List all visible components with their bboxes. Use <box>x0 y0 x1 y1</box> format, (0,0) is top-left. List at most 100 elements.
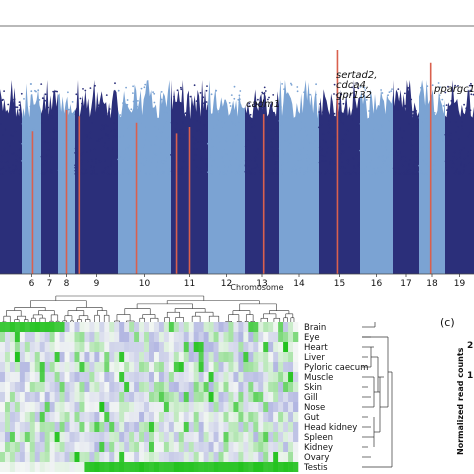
snp-point <box>377 167 380 170</box>
snp-point <box>172 161 175 164</box>
heatmap-cell <box>248 372 254 382</box>
snp-point <box>79 172 82 175</box>
heatmap-cell <box>9 442 16 452</box>
heatmap-cell <box>283 462 289 472</box>
snp-point <box>412 114 415 116</box>
heatmap-cell <box>79 462 85 472</box>
heatmap-cell <box>44 452 50 462</box>
snp-point <box>383 134 386 137</box>
heatmap-cell <box>24 322 31 332</box>
heatmap-cell <box>258 462 264 472</box>
snp-point <box>263 107 265 109</box>
heatmap-cell <box>19 322 26 332</box>
snp-point <box>359 149 362 152</box>
snp-point <box>212 160 215 163</box>
snp-point <box>307 150 309 152</box>
snp-point <box>253 125 256 128</box>
snp-point <box>269 109 271 111</box>
heatmap-cell <box>29 322 36 332</box>
snp-point <box>319 153 322 156</box>
snp-point <box>219 171 222 173</box>
peak-label: cdca4, <box>336 80 369 91</box>
snp-point <box>462 147 465 149</box>
snp-point <box>55 108 58 110</box>
snp-point <box>140 162 142 164</box>
snp-point <box>122 173 125 175</box>
heatmap-cell <box>233 322 239 332</box>
snp-point <box>62 139 65 142</box>
snp-point <box>256 103 258 106</box>
heatmap-cell <box>203 402 209 412</box>
snp-point <box>296 90 299 93</box>
heatmap-cell <box>64 322 70 332</box>
heatmap-cell <box>59 452 65 462</box>
snp-point <box>325 141 328 143</box>
heatmap-cell <box>153 332 160 342</box>
heatmap-cell <box>263 372 269 382</box>
heatmap-cell <box>278 402 284 412</box>
heatmap-cell <box>129 392 135 402</box>
heatmap-cell <box>278 422 284 432</box>
heatmap-cell <box>19 342 26 352</box>
heatmap-cell <box>144 422 150 432</box>
snp-point <box>99 160 102 163</box>
heatmap-cell <box>89 422 95 432</box>
heatmap-cell <box>94 452 100 462</box>
snp-point <box>388 167 391 170</box>
heatmap-cell <box>84 402 90 412</box>
snp-point <box>139 116 142 118</box>
snp-point <box>320 118 323 120</box>
snp-point <box>414 169 416 172</box>
heatmap-cell <box>59 332 65 342</box>
snp-point <box>238 172 241 175</box>
heatmap-cell <box>223 362 229 372</box>
snp-point <box>388 91 391 93</box>
heatmap-cell <box>59 322 65 332</box>
heatmap-cell <box>9 352 16 362</box>
snp-point <box>374 152 377 155</box>
snp-point <box>310 135 312 138</box>
snp-point <box>61 166 64 169</box>
snp-point <box>119 172 121 174</box>
x-tick-label-10: 10 <box>139 279 151 289</box>
heatmap-cell <box>273 412 279 422</box>
snp-point <box>213 158 215 161</box>
heatmap-cell <box>4 432 11 442</box>
heatmap-cell <box>4 462 11 472</box>
snp-point <box>441 162 444 165</box>
snp-point <box>46 142 49 144</box>
snp-point <box>338 140 341 143</box>
heatmap-cell <box>74 392 80 402</box>
snp-point <box>362 171 365 174</box>
snp-point <box>109 173 112 175</box>
heatmap-cell <box>263 342 269 352</box>
heatmap-cell <box>89 412 95 422</box>
panel-c-ytick-1: 1 <box>467 371 473 381</box>
snp-point <box>28 153 31 156</box>
snp-point <box>265 156 268 159</box>
snp-point <box>408 164 410 167</box>
snp-point <box>285 145 288 148</box>
snp-point <box>452 171 455 174</box>
heatmap-cell <box>109 382 115 392</box>
heatmap-cell <box>79 382 85 392</box>
snp-point <box>71 156 73 158</box>
snp-point <box>360 171 362 174</box>
snp-point <box>352 157 355 159</box>
snp-point <box>354 113 357 115</box>
snp-point <box>182 121 185 124</box>
snp-point <box>377 129 380 132</box>
snp-point <box>441 135 444 138</box>
snp-point <box>217 165 220 168</box>
snp-point <box>84 171 87 174</box>
snp-point <box>166 136 169 139</box>
heatmap-cell <box>9 392 16 402</box>
snp-point <box>368 110 370 112</box>
snp-point <box>367 134 369 137</box>
snp-point <box>352 171 355 174</box>
snp-point <box>132 100 135 103</box>
snp-point <box>136 121 139 123</box>
snp-point <box>138 153 141 156</box>
snp-point <box>117 89 120 92</box>
